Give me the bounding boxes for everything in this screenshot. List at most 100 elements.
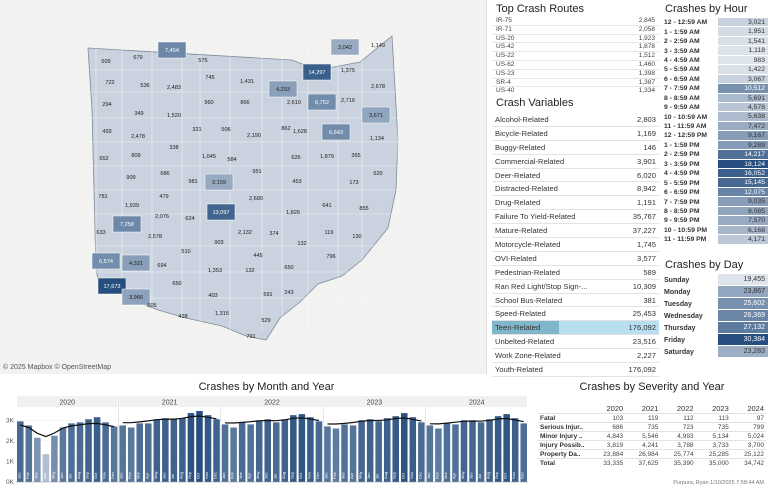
county-label[interactable]: 7,258: [120, 222, 134, 228]
hour-row[interactable]: 3 - 3:59 PM 18,124: [662, 159, 768, 169]
month-bar[interactable]: [341, 424, 348, 482]
month-bar[interactable]: [230, 427, 237, 482]
county-label[interactable]: 626: [291, 155, 300, 161]
county-label[interactable]: 624: [185, 216, 194, 222]
hour-row[interactable]: 2 - 2:59 AM 1,541: [662, 36, 768, 47]
day-row[interactable]: Thursday 27,132: [662, 322, 768, 334]
route-row[interactable]: IR-71 2,058: [492, 26, 659, 35]
month-bar[interactable]: [264, 419, 271, 482]
severity-row[interactable]: Serious Injur.. 686 735 723 735 799: [538, 422, 766, 432]
county-label[interactable]: 445: [253, 253, 262, 259]
variable-row[interactable]: Distracted-Related 8,942: [492, 182, 659, 197]
county-label[interactable]: 951: [252, 169, 261, 175]
county-label[interactable]: 529: [261, 318, 270, 324]
severity-row[interactable]: Property Da.. 23,884 26,984 25,774 25,285 25,…: [538, 449, 766, 459]
county-shade[interactable]: [206, 203, 236, 221]
variable-row[interactable]: Commercial-Related 3,901: [492, 155, 659, 169]
county-label[interactable]: 2,678: [371, 84, 385, 90]
variable-row[interactable]: Work Zone-Related 2,227: [492, 349, 659, 364]
variable-row[interactable]: School Bus-Related 381: [492, 294, 659, 308]
month-bar[interactable]: [401, 413, 408, 482]
hour-row[interactable]: 2 - 2:59 PM 14,217: [662, 150, 768, 160]
route-row[interactable]: SR-4 1,387: [492, 79, 659, 88]
variable-row[interactable]: Deer-Related 6,020: [492, 169, 659, 183]
hourly-list[interactable]: 12 - 12:59 AM 3,021 1 - 1:59 AM 1,951 2 - 2:…: [662, 18, 768, 245]
month-bar[interactable]: [145, 423, 152, 482]
hour-row[interactable]: 7 - 7:59 AM 10,512: [662, 84, 768, 94]
severity-row[interactable]: Total 33,335 37,625 35,390 35,000 34,742: [538, 458, 766, 468]
county-label[interactable]: 2,076: [155, 214, 169, 220]
month-bar[interactable]: [460, 420, 468, 482]
county-label[interactable]: 679: [133, 55, 142, 61]
month-bar[interactable]: [136, 423, 143, 482]
county-shade[interactable]: [121, 288, 151, 306]
county-label[interactable]: 374: [269, 231, 278, 237]
variable-row[interactable]: Youth-Related 176,092: [492, 363, 659, 377]
county-label[interactable]: 506: [221, 127, 230, 133]
severity-row[interactable]: Injury Possib.. 3,819 4,241 3,788 3,733 3,700: [538, 440, 766, 450]
hour-row[interactable]: 5 - 5:59 PM 15,145: [662, 178, 768, 188]
day-row[interactable]: Monday 23,867: [662, 286, 768, 298]
county-shade[interactable]: [204, 173, 234, 191]
month-bar[interactable]: [17, 421, 24, 482]
variable-row[interactable]: Alcohol-Related 2,803: [492, 113, 659, 127]
county-label[interactable]: 1,939: [125, 203, 139, 209]
month-bar[interactable]: [59, 427, 67, 482]
day-row[interactable]: Sunday 19,455: [662, 274, 768, 286]
month-bar[interactable]: [187, 413, 195, 482]
month-bar[interactable]: [366, 419, 374, 482]
county-label[interactable]: 6,752: [315, 100, 329, 106]
month-bar[interactable]: [418, 422, 425, 482]
county-shade[interactable]: [321, 123, 351, 141]
day-row[interactable]: Saturday 23,283: [662, 346, 768, 358]
hour-row[interactable]: 8 - 8:59 PM 8,085: [662, 206, 768, 217]
month-bar[interactable]: [298, 414, 306, 482]
month-bar[interactable]: [162, 418, 169, 482]
month-bar[interactable]: [383, 418, 391, 482]
route-row[interactable]: US-23 1,398: [492, 70, 659, 79]
ohio-map[interactable]: 609 679 7,454 575 3,042 1,149 722 536 2,483 745 1,…: [0, 0, 487, 374]
month-bar[interactable]: [25, 425, 33, 482]
hour-row[interactable]: 1 - 1:59 PM 9,289: [662, 140, 768, 151]
county-label[interactable]: 4,331: [129, 261, 143, 267]
month-bar[interactable]: [358, 420, 365, 482]
county-label[interactable]: 2,483: [167, 85, 181, 91]
county-label[interactable]: 479: [159, 194, 168, 200]
county-label[interactable]: 796: [326, 254, 335, 260]
month-bar[interactable]: [273, 422, 280, 482]
hour-row[interactable]: 9 - 9:59 AM 4,578: [662, 102, 768, 113]
hour-row[interactable]: 12 - 12:59 PM 9,167: [662, 131, 768, 141]
county-label[interactable]: 605: [147, 303, 156, 309]
month-bar[interactable]: [452, 424, 459, 482]
county-label[interactable]: 652: [99, 156, 108, 162]
county-label[interactable]: 1,149: [371, 43, 385, 49]
county-label[interactable]: 633: [96, 230, 105, 236]
route-row[interactable]: US-62 1,460: [492, 61, 659, 70]
county-shade[interactable]: [268, 80, 298, 98]
month-bar[interactable]: [477, 422, 485, 482]
route-row[interactable]: US-20 1,923: [492, 35, 659, 44]
county-label[interactable]: 591: [263, 292, 272, 298]
hour-row[interactable]: 4 - 4:59 PM 16,052: [662, 169, 768, 179]
routes-list[interactable]: IR-75 2,845 IR-71 2,058 US-20 1,923 US-42 1,878…: [492, 17, 659, 93]
county-label[interactable]: 14,297: [308, 70, 325, 76]
county-label[interactable]: 575: [198, 58, 207, 64]
variable-row[interactable]: Drug-Related 1,191: [492, 196, 659, 211]
variable-row[interactable]: Unbelted-Related 23,516: [492, 335, 659, 350]
county-label[interactable]: 855: [359, 206, 368, 212]
county-label[interactable]: 1,315: [215, 311, 229, 317]
county-label[interactable]: 132: [245, 268, 254, 274]
month-bar[interactable]: [255, 420, 263, 482]
month-bar[interactable]: [221, 424, 229, 482]
month-bar[interactable]: [119, 425, 126, 482]
month-bar[interactable]: [247, 424, 254, 482]
hour-row[interactable]: 7 - 7:59 PM 9,035: [662, 197, 768, 207]
county-shade[interactable]: [97, 277, 127, 295]
month-bar[interactable]: [42, 454, 50, 482]
county-label[interactable]: 2,578: [148, 234, 162, 240]
county-label[interactable]: 536: [140, 83, 149, 89]
county-label[interactable]: 791: [246, 334, 255, 340]
county-label[interactable]: 862: [281, 126, 290, 132]
month-bar[interactable]: [469, 420, 476, 482]
hour-row[interactable]: 11 - 11:59 PM 4,171: [662, 235, 768, 245]
